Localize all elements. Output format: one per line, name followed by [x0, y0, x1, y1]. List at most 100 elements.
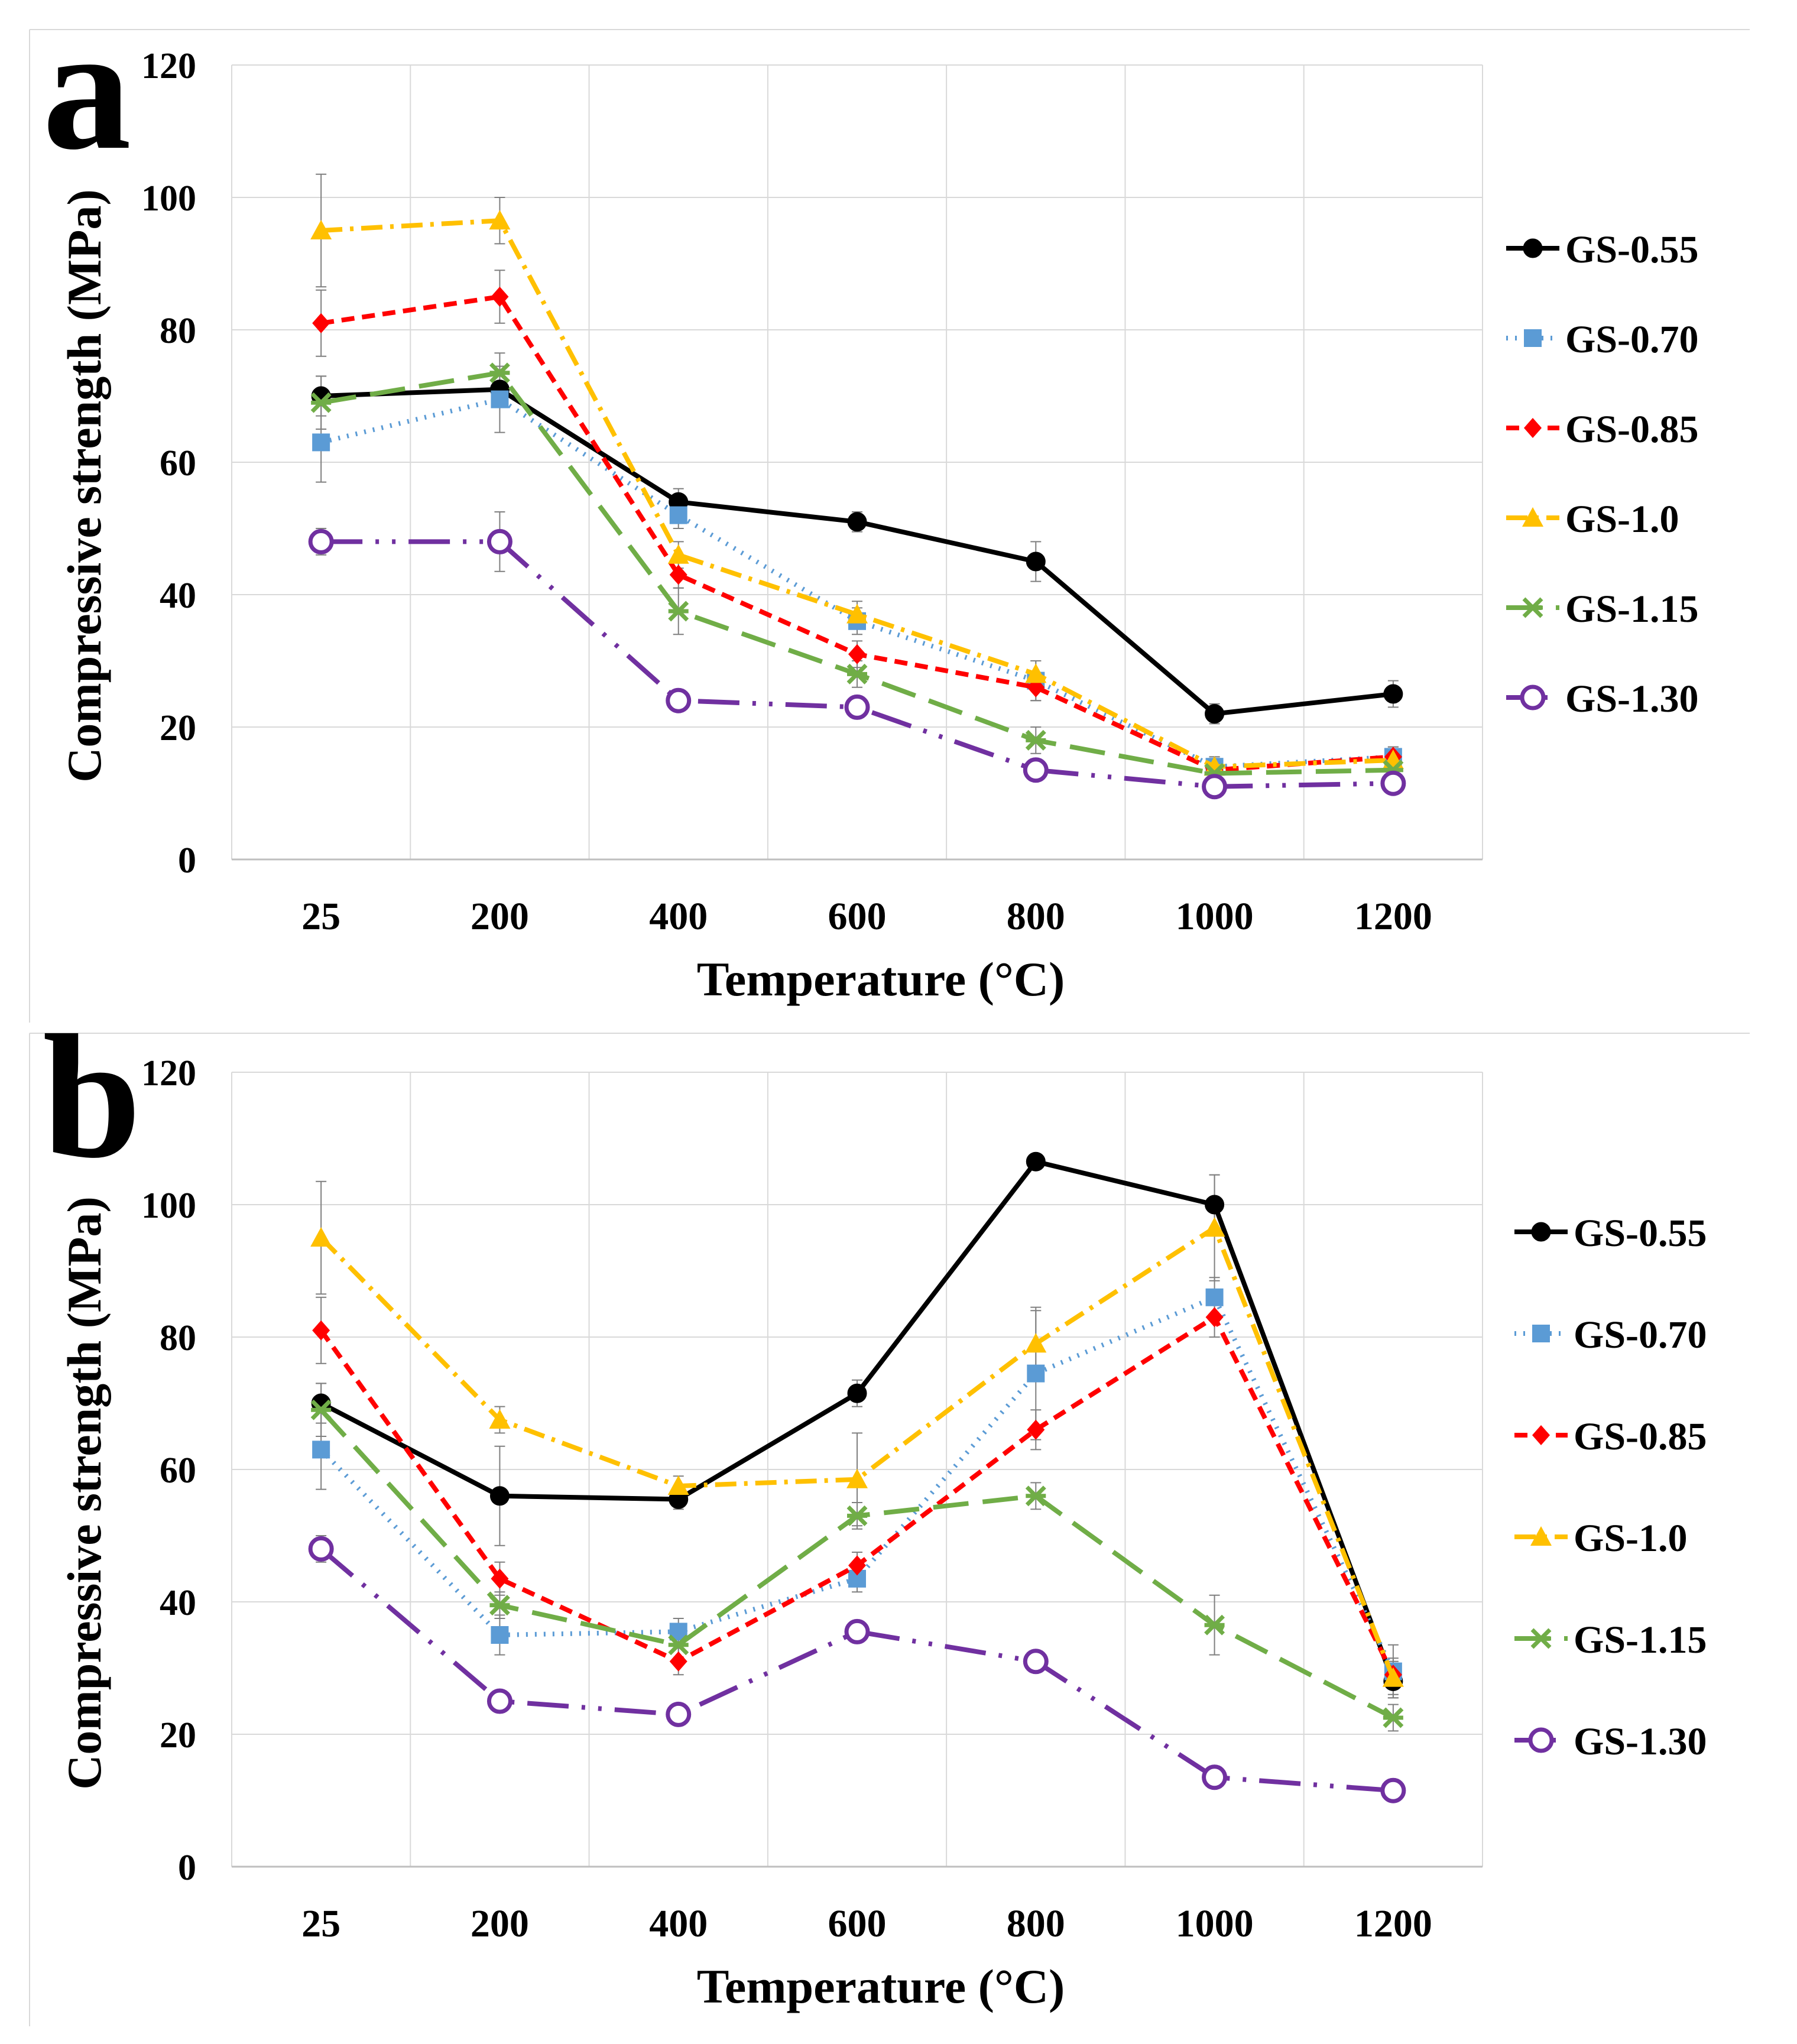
- x-tick-label: 25: [301, 1902, 340, 1945]
- series-gs-1.15: [310, 362, 1404, 784]
- y-tick-label: 120: [141, 1053, 196, 1094]
- x-tick-label: 1200: [1354, 895, 1432, 938]
- legend-label: GS-1.0: [1574, 1517, 1688, 1560]
- x-tick-label: 200: [471, 895, 529, 938]
- legend-marker: [1530, 1628, 1552, 1649]
- y-tick-label: 20: [160, 1715, 196, 1756]
- legend-label: GS-0.55: [1565, 228, 1699, 271]
- legend-item: GS-1.30: [1506, 677, 1699, 721]
- data-point: [846, 1505, 868, 1526]
- data-point: [667, 544, 689, 564]
- data-point: [1027, 1364, 1045, 1383]
- y-tick-label: 40: [160, 1583, 196, 1623]
- data-point: [1025, 1333, 1047, 1353]
- data-point: [1202, 774, 1228, 800]
- x-tick-label: 1000: [1176, 1902, 1254, 1945]
- data-point: [1383, 1707, 1404, 1728]
- legend-item: GS-0.55: [1506, 228, 1699, 271]
- x-tick-label: 1000: [1176, 895, 1254, 938]
- y-tick-label: 80: [160, 1318, 196, 1358]
- y-tick-label: 0: [178, 841, 196, 881]
- legend-label: GS-0.85: [1565, 408, 1699, 451]
- data-point: [1025, 663, 1047, 683]
- data-point: [847, 512, 867, 532]
- data-point: [1204, 1614, 1225, 1636]
- legend-item: GS-1.30: [1514, 1720, 1707, 1763]
- legend-label: GS-1.30: [1574, 1720, 1707, 1763]
- data-point: [844, 1618, 870, 1644]
- data-point: [310, 220, 332, 239]
- data-point: [667, 1475, 689, 1495]
- data-point: [489, 1409, 511, 1429]
- data-point: [1380, 1777, 1406, 1803]
- legend-marker: [1531, 1222, 1551, 1242]
- legend-marker: [1523, 238, 1543, 258]
- data-point: [312, 1440, 330, 1459]
- x-tick-label: 400: [649, 1902, 708, 1945]
- data-point: [312, 313, 330, 333]
- legend-label: GS-1.15: [1565, 588, 1699, 631]
- panel-a: 0 20 40 60 80 100 120 25 200 400 600 800 1000 1200 Tem…: [29, 0, 1750, 1023]
- legend-marker: [1524, 418, 1542, 438]
- legend-label: GS-1.0: [1565, 498, 1679, 541]
- data-point: [1383, 684, 1403, 704]
- data-point: [1025, 1485, 1046, 1507]
- y-axis-title: Compressive strength (MPa): [57, 189, 111, 783]
- data-point: [1205, 1195, 1225, 1215]
- y-tick-label: 60: [160, 443, 196, 484]
- y-axis-title: Compressive strength (MPa): [57, 1196, 111, 1790]
- data-point: [1026, 1151, 1046, 1172]
- data-point: [308, 528, 334, 554]
- legend: GS-0.55 GS-0.70 GS-0.85 GS-1.0 GS-1.15 GS-1.3…: [1514, 1212, 1707, 1763]
- legend-label: GS-1.15: [1574, 1618, 1707, 1662]
- data-point: [848, 1555, 866, 1576]
- y-tick-label: 80: [160, 311, 196, 351]
- x-tick-label: 400: [649, 895, 708, 938]
- legend-item: GS-1.0: [1506, 498, 1679, 541]
- x-tick-label: 600: [828, 1902, 887, 1945]
- data-point: [1205, 1288, 1224, 1306]
- data-point: [491, 287, 509, 307]
- legend-marker: [1524, 329, 1542, 347]
- y-tick-label: 120: [141, 46, 196, 86]
- series-gs-1.30: [308, 1536, 1406, 1803]
- legend-item: GS-0.85: [1506, 408, 1699, 451]
- legend-item: GS-1.0: [1514, 1517, 1688, 1560]
- x-axis-title: Temperature (°C): [697, 952, 1065, 1006]
- data-point: [669, 564, 687, 585]
- legend-label: GS-1.30: [1565, 677, 1699, 721]
- legend-item: GS-0.70: [1514, 1313, 1707, 1357]
- data-point: [1025, 729, 1046, 751]
- data-point: [312, 1320, 330, 1341]
- data-point: [491, 1626, 509, 1644]
- y-tick-label: 40: [160, 576, 196, 616]
- legend-label: GS-0.85: [1574, 1415, 1707, 1458]
- legend-item: GS-1.15: [1514, 1618, 1707, 1662]
- gridlines: [231, 1072, 1483, 1868]
- data-point: [1202, 1764, 1228, 1790]
- data-point: [1382, 1667, 1404, 1687]
- data-point: [308, 1536, 334, 1562]
- data-point: [489, 1595, 510, 1616]
- series-gs-1.15: [310, 1399, 1404, 1728]
- data-point: [491, 1568, 509, 1589]
- y-tick-label: 100: [141, 1186, 196, 1226]
- legend-marker: [1532, 1325, 1550, 1342]
- series-gs-1.30: [308, 528, 1406, 800]
- gridlines: [231, 64, 1483, 861]
- data-point: [489, 210, 511, 230]
- data-point: [668, 601, 689, 622]
- panel-b: 0 20 40 60 80 100 120 25 200 400 600 800 1000 1200 Tem…: [29, 998, 1750, 2026]
- data-point: [310, 1399, 332, 1420]
- y-tick-label: 0: [178, 1848, 196, 1888]
- data-point: [848, 644, 866, 664]
- y-tick-label: 60: [160, 1451, 196, 1491]
- y-tick-label: 100: [141, 179, 196, 219]
- legend-marker: [1532, 1425, 1550, 1445]
- legend-marker: [1528, 1727, 1554, 1753]
- data-point: [669, 1651, 687, 1672]
- data-point: [491, 390, 509, 408]
- legend-marker: [1522, 507, 1543, 527]
